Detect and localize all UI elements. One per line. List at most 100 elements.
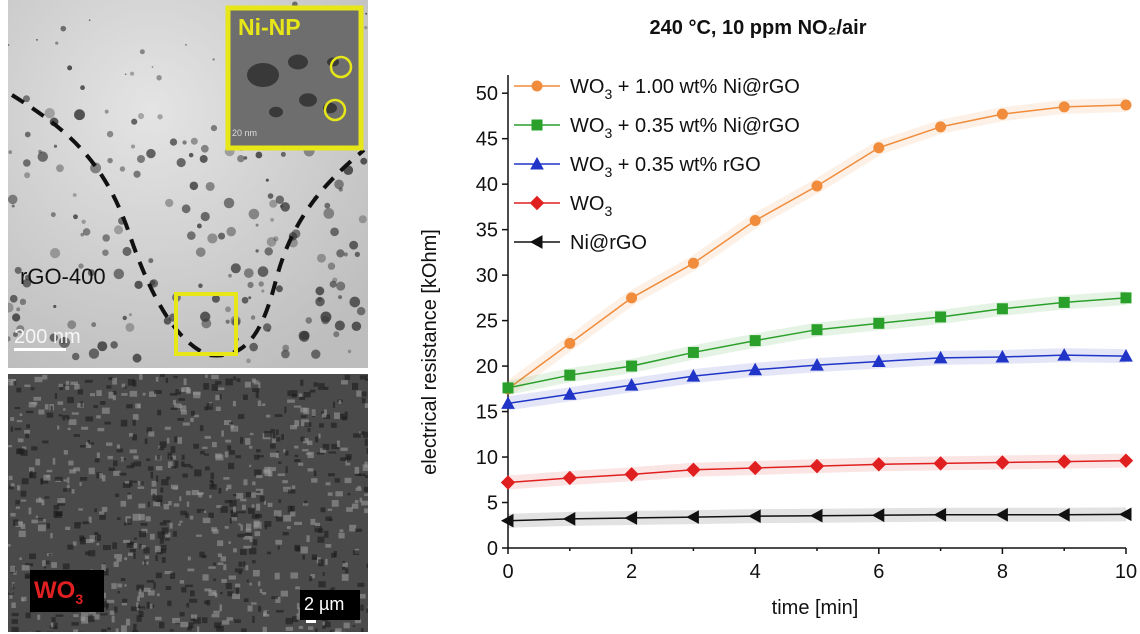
sem-grain — [352, 550, 360, 556]
sem-grain — [124, 584, 127, 587]
sem-grain — [275, 609, 284, 613]
tem-particle — [281, 349, 290, 359]
sem-grain — [100, 613, 108, 616]
sem-grain — [25, 575, 30, 579]
sem-grain — [35, 458, 41, 466]
sem-grain — [339, 413, 348, 420]
sem-grain — [138, 531, 147, 538]
axes: 0 5 10 15 20 25 30 35 40 45 50 0 2 4 6 8 10 — [476, 75, 1137, 583]
sem-grain — [62, 385, 70, 390]
sem-grain — [112, 394, 116, 401]
sem-grain — [10, 512, 16, 517]
sem-grain — [170, 484, 179, 489]
tem-particle — [356, 306, 366, 316]
tem-particle — [25, 274, 31, 281]
nanoparticle-highlight-circle — [323, 98, 347, 122]
sem-grain — [98, 511, 105, 515]
tem-particle — [264, 247, 273, 256]
tem-particle — [198, 283, 203, 289]
data-point — [500, 513, 514, 528]
tem-particle — [305, 317, 313, 324]
sem-grain — [267, 470, 273, 477]
sem-grain — [264, 521, 272, 527]
sem-grain — [144, 438, 148, 445]
sem-grain — [67, 544, 74, 550]
sem-grain — [318, 559, 324, 567]
chart-title: 240 °C, 10 ppm NO₂/air — [650, 17, 867, 39]
data-point — [811, 180, 823, 192]
sem-grain — [185, 584, 193, 588]
sem-grain — [8, 475, 13, 481]
tem-particle — [119, 166, 126, 172]
sem-grain — [294, 544, 300, 551]
tem-particle — [16, 307, 21, 312]
data-point — [562, 512, 576, 526]
tem-particle — [223, 197, 235, 209]
tem-particle — [165, 198, 174, 208]
sem-grain — [109, 610, 115, 615]
sem-grain — [178, 398, 186, 401]
sem-grain — [276, 517, 283, 522]
sem-grain — [285, 626, 294, 631]
sem-grain — [44, 496, 50, 499]
sem-grain — [170, 407, 178, 410]
sem-grain — [254, 531, 261, 537]
sem-grain — [215, 454, 224, 461]
tem-particle — [12, 332, 18, 337]
sem-grain — [327, 508, 333, 511]
sem-grain — [354, 499, 359, 504]
sem-grain — [209, 494, 212, 499]
sem-grain — [219, 604, 222, 612]
y-tick-label: 0 — [487, 538, 498, 560]
sem-grain — [10, 417, 15, 421]
sem-grain — [185, 512, 189, 519]
tem-particle — [334, 320, 345, 331]
data-point — [933, 456, 948, 471]
sem-grain — [249, 432, 254, 436]
sem-grain — [54, 511, 62, 519]
sem-grain — [317, 536, 325, 543]
sem-grain — [38, 518, 44, 522]
sem-grain — [255, 449, 261, 453]
sem-grain — [77, 389, 84, 395]
sem-grain — [266, 551, 272, 555]
tem-particle — [113, 268, 125, 280]
sem-grain — [133, 623, 137, 631]
sem-grain — [216, 505, 223, 508]
sem-grain — [10, 426, 13, 432]
sem-grain — [300, 379, 304, 386]
data-point — [1120, 99, 1132, 111]
sem-grain — [243, 598, 249, 603]
sem-grain — [28, 467, 35, 473]
tem-particle — [360, 157, 368, 165]
sem-grain — [31, 519, 38, 524]
sem-grain — [237, 533, 245, 538]
sem-texture — [8, 374, 368, 632]
sem-grain — [325, 558, 328, 565]
tem-particle — [8, 302, 14, 313]
tem-particle — [16, 325, 25, 334]
sem-grain — [138, 503, 146, 509]
series-group — [502, 290, 1132, 395]
sem-grain — [15, 521, 23, 528]
sem-grain — [157, 531, 166, 539]
data-point — [933, 350, 948, 364]
tem-particle — [336, 249, 345, 258]
sem-grain — [342, 560, 346, 564]
sem-grain — [185, 490, 191, 496]
data-point — [809, 458, 825, 474]
sem-grain — [16, 387, 22, 393]
sem-scale-label: 2 µm — [304, 594, 345, 614]
sem-grain — [40, 478, 43, 485]
sem-grain — [167, 452, 173, 460]
sem-grain — [97, 534, 101, 542]
sem-grain — [159, 447, 165, 451]
sem-grain — [74, 523, 81, 529]
tem-particle — [169, 138, 178, 146]
sem-grain — [361, 397, 366, 404]
tem-particle — [50, 212, 56, 218]
sem-grain — [245, 528, 252, 533]
legend-label: WO3 — [570, 193, 612, 219]
tem-particle — [354, 251, 360, 258]
sem-grain — [12, 583, 15, 589]
